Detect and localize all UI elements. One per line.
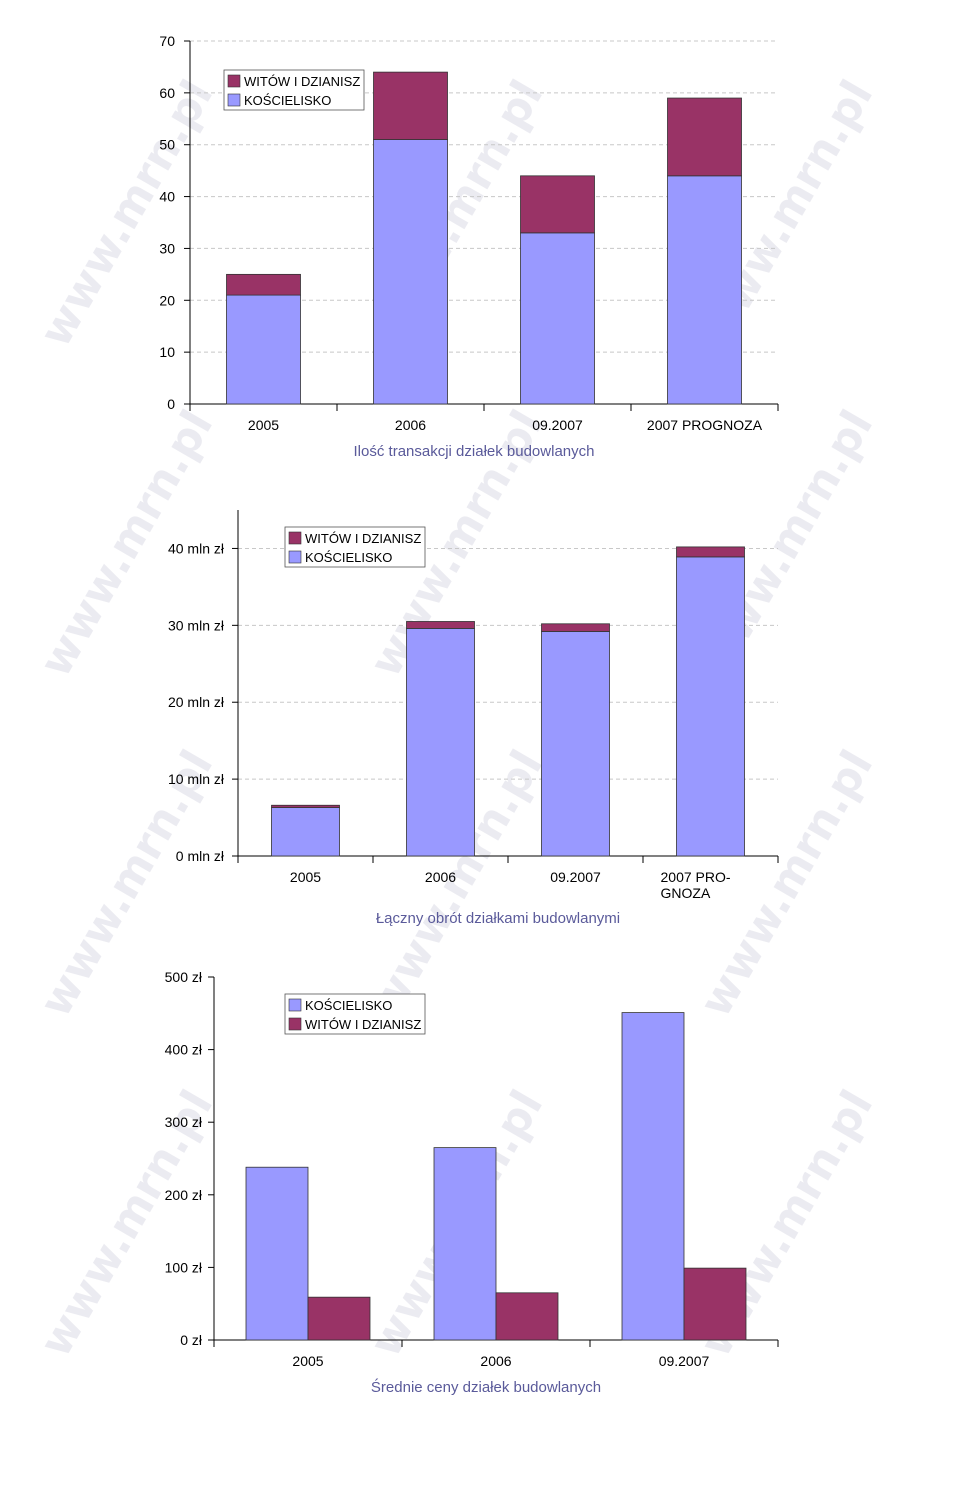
legend-swatch [288, 1017, 302, 1031]
y-tick-label: 100 zł [165, 1259, 203, 1275]
bar [433, 1147, 497, 1341]
legend-box [223, 69, 365, 111]
x-tick-label: 2006 [425, 869, 456, 885]
legend-box [284, 993, 426, 1035]
x-tick-label: 2005 [292, 1353, 323, 1369]
legend-label: WITÓW I DZIANISZ [244, 74, 360, 89]
bar [520, 232, 595, 405]
y-tick-label: 0 zł [180, 1332, 203, 1348]
bar [541, 631, 610, 857]
y-tick-label: 10 mln zł [168, 771, 225, 787]
chart-title: Łączny obrót działkami budowlanymi [376, 910, 620, 927]
legend-swatch [227, 74, 241, 88]
bar [406, 621, 475, 629]
bar [683, 1267, 747, 1341]
legend-swatch [288, 550, 302, 564]
x-tick-label: 2006 [395, 417, 426, 433]
bar [676, 556, 745, 857]
x-tick-label: 2005 [290, 869, 321, 885]
y-tick-label: 20 mln zł [168, 694, 225, 710]
legend-label: WITÓW I DZIANISZ [305, 1017, 421, 1032]
chart-title: Ilość transakcji działek budowlanych [354, 443, 595, 460]
y-tick-label: 500 zł [165, 969, 203, 985]
bar [406, 628, 475, 857]
y-tick-label: 0 mln zł [176, 848, 225, 864]
bar [676, 546, 745, 558]
y-tick-label: 50 [159, 137, 175, 153]
bar [226, 294, 301, 405]
y-tick-label: 30 [159, 240, 175, 256]
bar [667, 97, 742, 177]
x-tick-label: GNOZA [661, 885, 711, 901]
y-tick-label: 10 [159, 344, 175, 360]
x-tick-label: 2005 [248, 417, 279, 433]
legend-swatch [288, 531, 302, 545]
x-tick-label: 09.2007 [532, 417, 583, 433]
y-tick-label: 200 zł [165, 1187, 203, 1203]
y-tick-label: 300 zł [165, 1114, 203, 1130]
y-tick-label: 30 mln zł [168, 617, 225, 633]
legend-box [284, 526, 426, 568]
x-tick-label: 2007 PRO- [661, 869, 731, 885]
bar [667, 175, 742, 405]
legend-label: KOŚCIELISKO [244, 93, 331, 108]
x-tick-label: 2006 [480, 1353, 511, 1369]
legend-swatch [227, 93, 241, 107]
legend-swatch [288, 998, 302, 1012]
x-tick-label: 09.2007 [659, 1353, 710, 1369]
bar [541, 623, 610, 632]
y-tick-label: 40 mln zł [168, 540, 225, 556]
bar [373, 71, 448, 140]
x-tick-label: 2007 PROGNOZA [647, 417, 763, 433]
legend-label: WITÓW I DZIANISZ [305, 531, 421, 546]
y-tick-label: 60 [159, 85, 175, 101]
legend-label: KOŚCIELISKO [305, 550, 392, 565]
y-tick-label: 0 [167, 396, 175, 412]
y-tick-label: 400 zł [165, 1042, 203, 1058]
bar [520, 175, 595, 234]
bar [307, 1296, 371, 1341]
bar [495, 1292, 559, 1341]
chart-title: Średnie ceny działek budowlanych [371, 1378, 601, 1396]
bar [226, 273, 301, 296]
bar [271, 807, 340, 857]
bar [271, 804, 340, 808]
bar [621, 1012, 685, 1341]
bar [373, 139, 448, 405]
legend-label: KOŚCIELISKO [305, 998, 392, 1013]
y-tick-label: 70 [159, 33, 175, 49]
y-tick-label: 40 [159, 189, 175, 205]
y-tick-label: 20 [159, 292, 175, 308]
bar [245, 1166, 309, 1341]
x-tick-label: 09.2007 [550, 869, 601, 885]
